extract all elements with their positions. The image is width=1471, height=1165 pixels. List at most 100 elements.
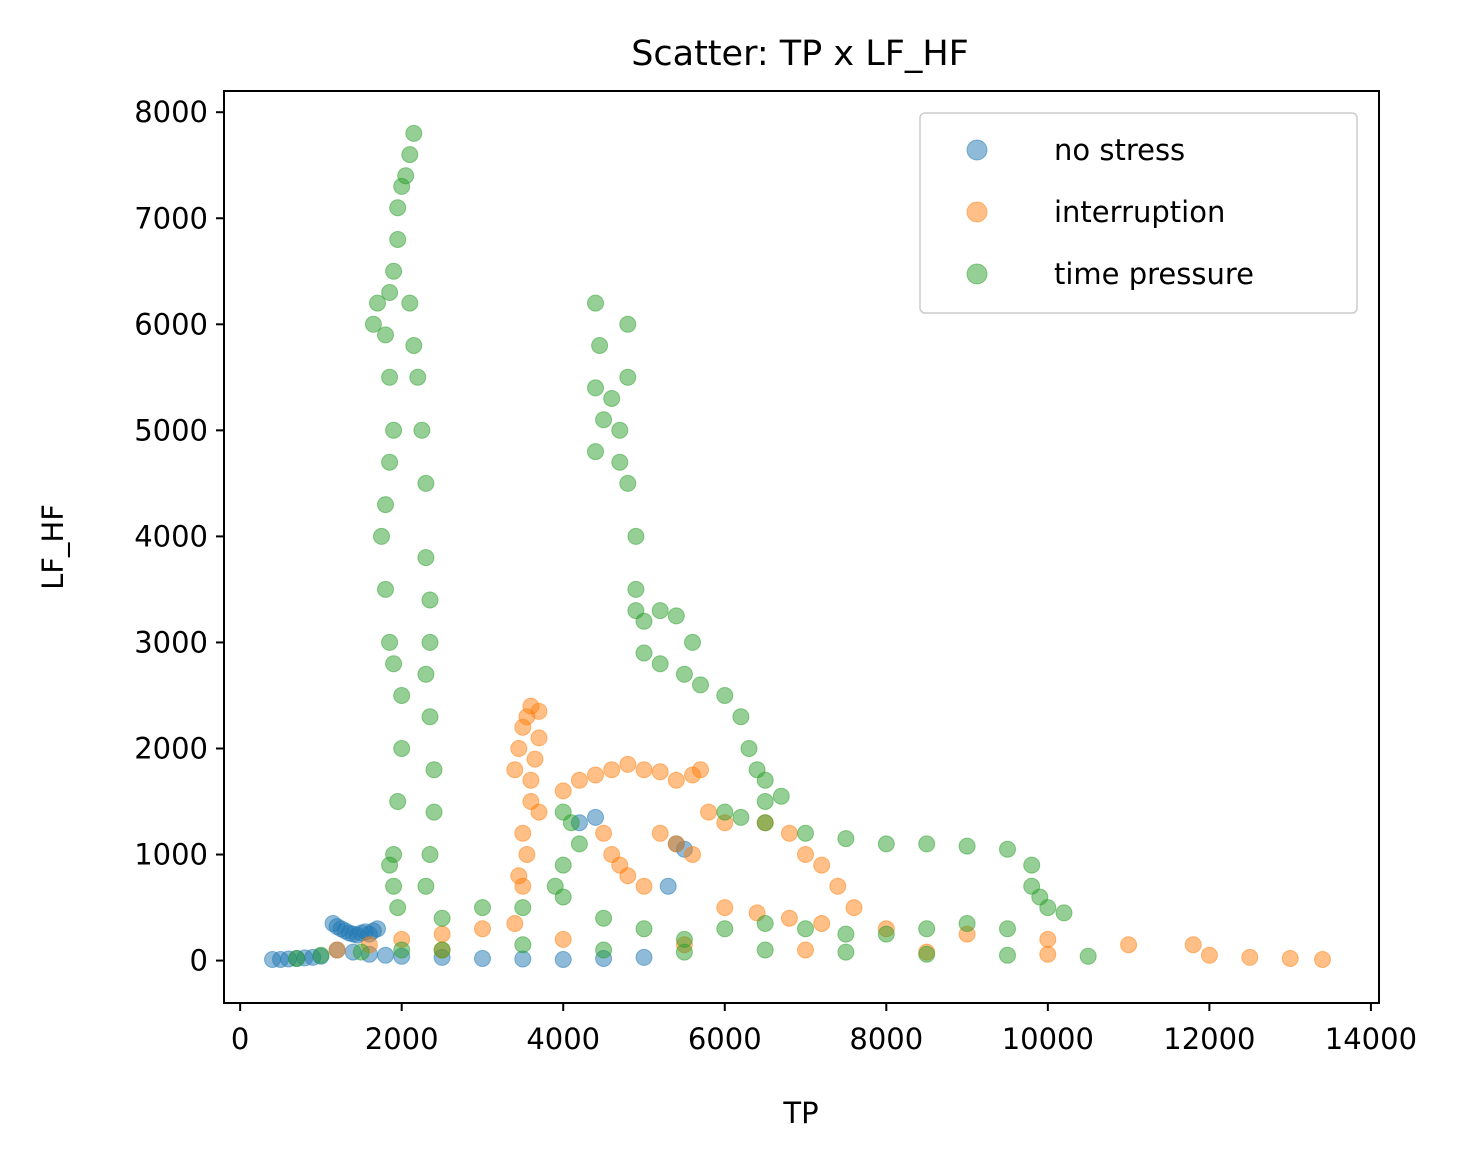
point-time-pressure (756, 915, 774, 932)
point-time-pressure (409, 368, 427, 386)
point-interruption (328, 941, 346, 959)
point-time-pressure (619, 315, 637, 333)
point-no-stress (587, 808, 604, 826)
point-time-pressure (385, 655, 403, 673)
point-time-pressure (716, 920, 734, 938)
point-time-pressure (401, 146, 419, 164)
plot-frame (223, 90, 1380, 1004)
point-time-pressure (651, 602, 669, 620)
point-interruption (651, 763, 669, 781)
point-time-pressure (837, 943, 855, 961)
point-time-pressure (587, 379, 604, 397)
point-time-pressure (877, 925, 895, 943)
chart-title: Scatter: TP x LF_HF (631, 34, 969, 74)
y-tick-label: 0 (190, 944, 208, 978)
point-time-pressure (417, 665, 435, 683)
point-time-pressure (756, 793, 774, 810)
point-interruption (530, 729, 548, 747)
legend-frame (919, 112, 1358, 314)
point-interruption (797, 941, 814, 959)
point-time-pressure (554, 888, 572, 906)
point-interruption (603, 761, 621, 779)
point-interruption (514, 824, 532, 842)
point-interruption (684, 846, 701, 863)
x-axis-title: TP (782, 1096, 818, 1130)
point-time-pressure (562, 814, 580, 832)
point-time-pressure (756, 771, 774, 789)
point-time-pressure (627, 527, 645, 545)
point-time-pressure (433, 909, 451, 927)
point-time-pressure (405, 124, 423, 142)
point-time-pressure (627, 580, 645, 598)
point-no-stress (377, 946, 394, 964)
point-time-pressure (554, 856, 572, 874)
point-time-pressure (405, 337, 423, 354)
point-time-pressure (385, 846, 403, 863)
point-time-pressure (772, 787, 790, 805)
point-interruption (1200, 946, 1218, 964)
point-time-pressure (425, 761, 443, 779)
point-time-pressure (1055, 904, 1073, 922)
point-interruption (1039, 930, 1057, 948)
point-time-pressure (385, 262, 403, 280)
point-time-pressure (595, 909, 613, 927)
point-interruption (474, 920, 491, 938)
point-time-pressure (381, 368, 399, 386)
point-time-pressure (635, 644, 653, 662)
point-time-pressure (591, 337, 609, 354)
point-time-pressure (1023, 856, 1041, 874)
x-tick-label: 2000 (365, 1022, 439, 1056)
point-time-pressure (635, 920, 653, 938)
point-time-pressure (381, 453, 399, 471)
point-interruption (667, 771, 685, 789)
x-tick-label: 12000 (1163, 1022, 1255, 1056)
point-time-pressure (675, 665, 693, 683)
legend-marker-interruption (966, 201, 988, 223)
point-interruption (514, 877, 532, 895)
point-interruption (570, 771, 588, 789)
point-time-pressure (377, 580, 394, 598)
point-time-pressure (716, 803, 734, 821)
x-axis: 0 2000 4000 6000 8000 10000 12000 14000 (231, 1003, 1417, 1056)
legend: no stress interruption time pressure (919, 112, 1358, 314)
point-interruption (635, 877, 653, 895)
point-time-pressure (397, 167, 415, 185)
point-time-pressure (369, 294, 386, 312)
point-time-pressure (389, 793, 407, 810)
point-interruption (554, 930, 572, 948)
point-time-pressure (958, 837, 976, 855)
point-no-stress (659, 877, 677, 895)
y-tick-label: 2000 (134, 731, 208, 765)
point-interruption (587, 766, 604, 784)
point-time-pressure (587, 443, 604, 461)
x-tick-label: 10000 (1002, 1022, 1094, 1056)
y-tick-label: 8000 (134, 95, 208, 129)
point-time-pressure (958, 915, 976, 932)
point-time-pressure (595, 411, 613, 429)
point-time-pressure (421, 708, 439, 726)
point-time-pressure (732, 708, 750, 726)
point-no-stress (514, 950, 532, 968)
point-time-pressure (425, 803, 443, 821)
point-interruption (530, 702, 548, 720)
x-tick-label: 14000 (1325, 1022, 1417, 1056)
point-time-pressure (474, 899, 491, 917)
point-time-pressure (999, 946, 1016, 964)
point-time-pressure (514, 899, 532, 917)
y-tick-label: 1000 (134, 838, 208, 872)
point-time-pressure (417, 549, 435, 567)
point-interruption (845, 899, 863, 917)
point-time-pressure (918, 920, 936, 938)
point-no-stress (474, 950, 491, 967)
point-interruption (692, 761, 709, 779)
point-time-pressure (385, 421, 403, 439)
point-interruption (506, 761, 524, 779)
point-time-pressure (587, 294, 604, 312)
point-interruption (510, 740, 528, 757)
point-interruption (716, 899, 734, 917)
point-time-pressure (393, 687, 411, 704)
point-interruption (829, 877, 847, 895)
legend-marker-no-stress (966, 139, 988, 161)
point-interruption (1241, 948, 1259, 966)
point-time-pressure (837, 925, 855, 943)
